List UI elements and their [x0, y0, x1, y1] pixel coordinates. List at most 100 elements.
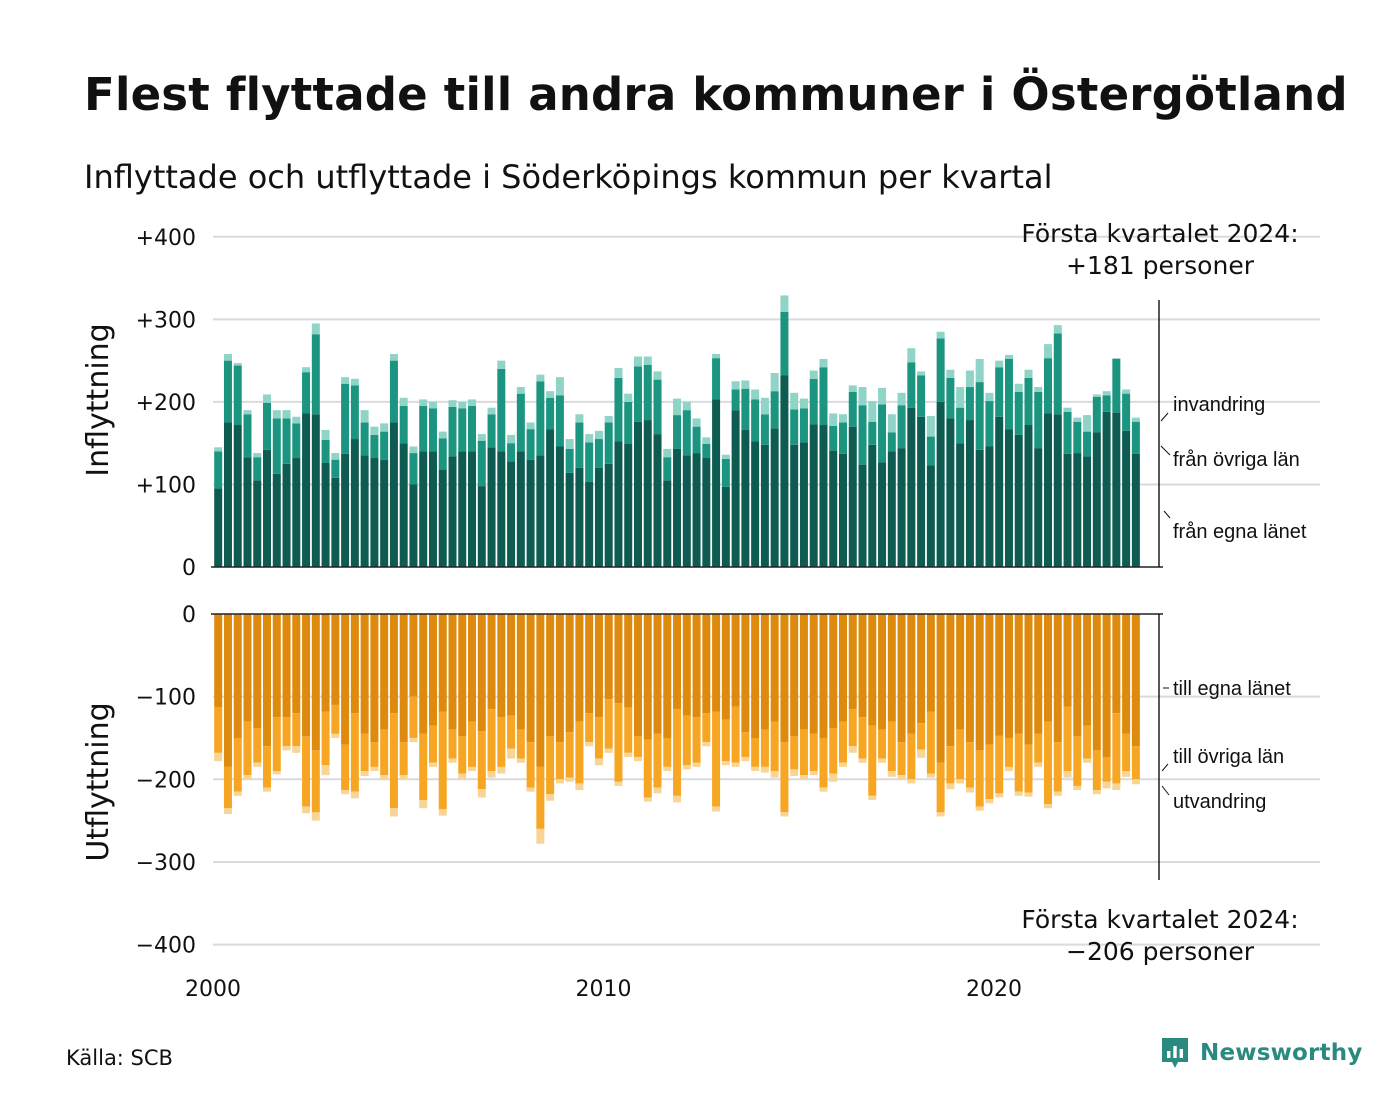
- bar-out-egna: [370, 614, 379, 743]
- axes: 0 +100 +200 +300 +400 0 −100 −200 −300 −400 2000 20…: [136, 226, 1163, 1002]
- bar-in-invandring: [1122, 389, 1131, 394]
- bar-out-egna: [428, 614, 437, 726]
- bar-in-egna: [263, 449, 272, 567]
- bar-in-ovriga: [350, 385, 359, 440]
- bar-out-ovriga: [438, 711, 447, 810]
- bar-in-egna: [1014, 434, 1023, 567]
- bar-in-ovriga: [438, 438, 447, 470]
- bar-in-egna: [760, 444, 769, 567]
- bar-in-ovriga: [809, 378, 818, 425]
- bar-in-ovriga: [448, 406, 457, 457]
- bar-out-egna: [760, 614, 769, 730]
- bar-in-egna: [673, 448, 682, 567]
- bar-out-egna: [887, 614, 896, 722]
- bar-in-invandring: [546, 391, 555, 398]
- bar-out-egna: [331, 614, 340, 705]
- bar-out-ovriga: [497, 717, 506, 767]
- bar-out-utvandring: [555, 779, 564, 784]
- bar-in-egna: [311, 414, 320, 567]
- bar-out-egna: [858, 614, 867, 718]
- bar-out-ovriga: [585, 713, 594, 743]
- bar-out-egna: [233, 614, 242, 738]
- bar-in-invandring: [653, 371, 662, 380]
- y-tick-label: 0: [182, 556, 196, 581]
- bar-in-ovriga: [731, 389, 740, 411]
- bar-out-egna: [585, 614, 594, 714]
- bar-out-egna: [819, 614, 828, 738]
- bar-in-invandring: [1044, 344, 1053, 359]
- bar-out-egna: [214, 614, 223, 708]
- bar-in-invandring: [516, 387, 525, 394]
- bar-in-invandring: [780, 295, 789, 312]
- bar-in-egna: [907, 407, 916, 567]
- bar-in-egna: [926, 465, 935, 567]
- bar-in-invandring: [633, 356, 642, 367]
- bar-out-egna: [350, 614, 359, 714]
- bar-out-ovriga: [1131, 746, 1140, 780]
- bar-in-ovriga: [682, 410, 691, 456]
- bar-in-ovriga: [926, 436, 935, 466]
- brand-logo[interactable]: Newsworthy: [1160, 1036, 1363, 1070]
- bar-in-egna: [653, 434, 662, 567]
- bar-out-egna: [1073, 614, 1082, 737]
- bar-out-egna: [809, 614, 818, 734]
- bar-out-egna: [995, 614, 1004, 736]
- bar-in-invandring: [1073, 417, 1082, 422]
- bar-out-egna: [985, 614, 994, 745]
- bar-out-ovriga: [848, 709, 857, 747]
- bar-out-utvandring: [878, 758, 887, 763]
- bar-in-egna: [487, 447, 496, 567]
- bar-in-invandring: [263, 394, 272, 403]
- bar-out-ovriga: [1102, 756, 1111, 782]
- bar-in-egna: [682, 455, 691, 567]
- bar-out-egna: [741, 614, 750, 733]
- bar-out-ovriga: [546, 736, 555, 795]
- bar-out-ovriga: [516, 729, 525, 759]
- bar-out-utvandring: [516, 758, 525, 763]
- bar-in-invandring: [311, 323, 320, 335]
- bar-in-invandring: [751, 389, 760, 400]
- label-leader: [1160, 412, 1169, 422]
- bar-in-ovriga: [370, 434, 379, 459]
- bar-out-ovriga: [653, 733, 662, 788]
- bar-out-utvandring: [448, 758, 457, 763]
- bar-out-ovriga: [263, 746, 272, 788]
- bar-in-ovriga: [585, 442, 594, 482]
- bar-out-egna: [633, 614, 642, 737]
- bar-out-ovriga: [965, 742, 974, 788]
- bar-in-ovriga: [760, 414, 769, 445]
- bar-out-utvandring: [1083, 758, 1092, 763]
- bar-in-invandring: [302, 367, 311, 373]
- bar-in-invandring: [878, 387, 887, 405]
- bar-in-invandring: [985, 392, 994, 402]
- bar-in-egna: [321, 462, 330, 567]
- bar-out-egna: [799, 614, 808, 730]
- bar-in-egna: [497, 451, 506, 567]
- bar-out-utvandring: [1014, 791, 1023, 796]
- bar-out-egna: [848, 614, 857, 710]
- bar-out-ovriga: [829, 728, 838, 774]
- bar-in-egna: [555, 446, 564, 567]
- bar-in-egna: [438, 469, 447, 567]
- bar-out-utvandring: [1053, 791, 1062, 796]
- bar-out-ovriga: [946, 746, 955, 784]
- bar-out-egna: [555, 614, 564, 743]
- bar-in-egna: [897, 448, 906, 567]
- bar-in-egna: [985, 446, 994, 567]
- bar-in-invandring: [477, 434, 486, 441]
- bar-in-invandring: [555, 377, 564, 396]
- bar-in-egna: [536, 455, 545, 567]
- bar-in-ovriga: [292, 423, 301, 459]
- bar-out-ovriga: [839, 721, 847, 763]
- bar-in-ovriga: [770, 391, 779, 429]
- bar-in-invandring: [487, 407, 496, 415]
- bar-out-ovriga: [565, 732, 574, 778]
- bar-in-ovriga: [1053, 333, 1062, 415]
- bar-in-ovriga: [243, 414, 252, 458]
- bar-in-ovriga: [663, 457, 672, 481]
- bar-in-egna: [1004, 429, 1013, 567]
- bar-in-invandring: [809, 370, 818, 379]
- bar-out-egna: [302, 614, 311, 737]
- bar-out-utvandring: [507, 748, 516, 759]
